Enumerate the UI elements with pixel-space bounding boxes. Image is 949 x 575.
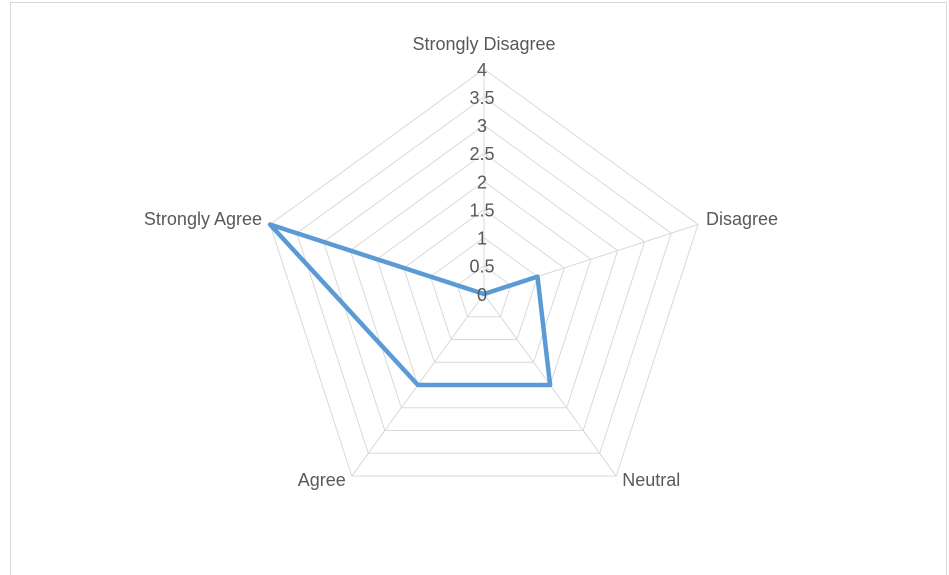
chart-frame bbox=[10, 2, 947, 575]
r-tick-label: 4 bbox=[477, 60, 487, 80]
r-tick-label: 3 bbox=[477, 116, 487, 136]
grid-ring bbox=[456, 265, 512, 318]
category-label: Strongly Agree bbox=[144, 209, 262, 229]
r-tick-label: 0.5 bbox=[469, 257, 494, 277]
r-tick-label: 0 bbox=[477, 285, 487, 305]
category-label: Strongly Disagree bbox=[412, 34, 555, 54]
grid-ring bbox=[349, 152, 619, 409]
grid-ring bbox=[296, 96, 672, 454]
grid-ring bbox=[429, 237, 539, 341]
category-label: Agree bbox=[298, 470, 346, 490]
r-tick-label: 1 bbox=[477, 229, 487, 249]
r-tick-label: 2.5 bbox=[469, 144, 494, 164]
grid-ring bbox=[322, 124, 646, 432]
category-label: Disagree bbox=[706, 209, 778, 229]
category-label: Neutral bbox=[622, 470, 680, 490]
series-line bbox=[267, 222, 553, 388]
grid-ring bbox=[269, 68, 699, 477]
r-tick-label: 2 bbox=[477, 172, 487, 192]
r-tick-label: 3.5 bbox=[469, 88, 494, 108]
r-tick-label: 1.5 bbox=[469, 200, 494, 220]
grid-ring bbox=[403, 209, 565, 363]
